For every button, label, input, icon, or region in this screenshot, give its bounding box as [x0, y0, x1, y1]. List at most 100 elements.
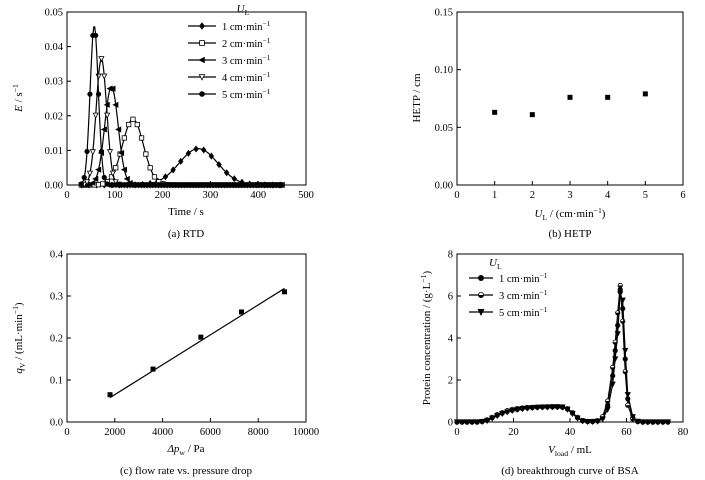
legend-marker	[199, 91, 205, 97]
data-point	[170, 166, 176, 174]
y-tick-label: 0.02	[45, 111, 63, 122]
data-point	[589, 418, 596, 426]
legend-label: 1 cm·min−1	[499, 271, 548, 285]
series-line	[457, 293, 668, 423]
data-point	[494, 413, 501, 420]
panel-caption: (c) flow rate vs. pressure drop	[120, 465, 252, 477]
legend-marker	[477, 309, 485, 317]
x-tick-label: 6000	[200, 427, 221, 438]
legend-marker	[199, 22, 205, 30]
data-point	[519, 406, 526, 413]
y-tick-label: 0.4	[50, 250, 64, 261]
y-tick-label: 6	[448, 292, 453, 303]
x-tick-label: 200	[155, 190, 171, 201]
x-tick-label: 0	[64, 190, 69, 201]
x-tick-label: 6	[680, 190, 685, 201]
data-point	[95, 73, 102, 80]
data-point	[624, 392, 631, 399]
x-tick-label: 2000	[104, 427, 125, 438]
data-point	[509, 407, 516, 414]
data-point	[162, 173, 169, 181]
legend-label: 1 cm·min−1	[222, 19, 271, 33]
data-point	[93, 32, 99, 39]
y-tick-label: 0.2	[50, 334, 63, 345]
data-point	[654, 419, 661, 426]
data-point	[98, 148, 105, 155]
plot-frame	[456, 253, 684, 423]
y-axis-title: qV / (mL·min−1)	[11, 302, 27, 374]
series-line	[457, 285, 668, 423]
data-point	[123, 175, 130, 182]
data-point	[151, 174, 158, 180]
y-tick-label: 0.00	[45, 181, 63, 192]
data-point	[612, 347, 618, 354]
data-point	[579, 418, 586, 425]
data-point	[112, 101, 119, 108]
data-point	[644, 419, 651, 426]
x-tick-label: 10000	[293, 427, 319, 438]
data-point	[609, 381, 616, 388]
data-point	[100, 126, 107, 133]
y-tick-label: 0.05	[435, 123, 453, 134]
data-point	[534, 404, 541, 411]
series-line	[457, 289, 668, 423]
data-point	[95, 182, 102, 188]
legend-title: UL	[489, 257, 502, 271]
legend-marker	[477, 274, 484, 281]
data-point	[223, 169, 230, 177]
data-point	[98, 56, 105, 63]
y-tick-label: 0.01	[45, 146, 63, 157]
data-point	[614, 331, 621, 338]
data-point	[617, 282, 623, 289]
data-point	[87, 91, 93, 97]
y-tick-label: 2	[448, 376, 453, 387]
data-point	[458, 419, 466, 426]
data-point	[484, 417, 491, 425]
data-point	[193, 145, 199, 153]
panel-c: 0 2000 4000 6000 8000 10000 0.0 0.1 0.2 0.3 0.4 Δpw…	[11, 250, 319, 478]
x-tick-label: 2	[530, 190, 535, 201]
data-point	[569, 411, 576, 418]
y-tick-label: 0.00	[435, 181, 453, 192]
legend-label: 5 cm·min−1	[499, 305, 548, 319]
x-tick-label: 60	[621, 427, 632, 438]
x-tick-label: 80	[678, 427, 689, 438]
data-point	[604, 406, 611, 413]
y-tick-label: 4	[448, 334, 454, 345]
y-tick-label: 0.1	[50, 376, 63, 387]
x-tick-label: 300	[203, 190, 219, 201]
data-point	[554, 404, 561, 411]
legend-marker	[198, 74, 206, 81]
data-point	[639, 419, 646, 426]
x-tick-label: 4	[605, 190, 611, 201]
data-point	[107, 392, 113, 398]
x-axis-title: Δpw / Pa	[166, 443, 204, 457]
panel-caption: (b) HETP	[548, 228, 591, 240]
data-point	[178, 157, 184, 165]
legend-label: 3 cm·min−1	[222, 53, 271, 67]
panel-caption: (d) breakthrough curve of BSA	[501, 465, 639, 477]
plot-frame	[66, 253, 307, 423]
x-axis-title: Time / s	[168, 206, 204, 218]
data-point	[605, 94, 611, 100]
legend-label: 2 cm·min−1	[222, 36, 271, 50]
data-point	[95, 91, 102, 97]
data-point	[89, 149, 96, 156]
data-point	[216, 161, 222, 169]
legend-label: 5 cm·min−1	[222, 87, 271, 101]
legend-title: UL	[237, 3, 250, 17]
x-tick-label: 0	[64, 427, 69, 438]
data-point	[201, 146, 207, 154]
data-point	[185, 149, 192, 157]
data-point	[629, 414, 636, 421]
x-tick-label: 20	[508, 427, 519, 438]
x-tick-label: 8000	[248, 427, 269, 438]
data-point	[84, 179, 91, 186]
y-tick-label: 0	[448, 418, 453, 429]
legend-marker	[198, 56, 205, 64]
data-point	[634, 418, 641, 425]
panel-a: 0 100 200 300 400 500 0.00 0.01 0.02 0.03 0.04 0.05…	[11, 3, 314, 240]
y-axis-title: HETP / cm	[411, 73, 423, 123]
data-point	[78, 181, 84, 187]
